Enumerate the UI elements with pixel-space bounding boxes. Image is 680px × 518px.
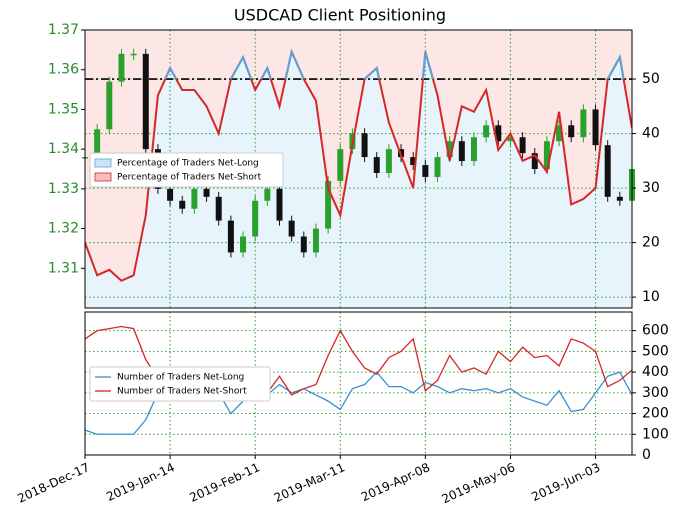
y-tick-label: 1.37: [48, 22, 79, 38]
candle: [422, 165, 429, 177]
y2-tick-label: 10: [642, 289, 660, 305]
candle: [203, 188, 210, 197]
candle: [531, 153, 538, 169]
y-tick-label: 0: [642, 447, 651, 463]
y2-tick-label: 20: [642, 235, 660, 251]
panel-frame: [84, 311, 633, 456]
legend-label: Percentage of Traders Net-Long: [117, 159, 259, 169]
candle: [556, 125, 563, 142]
candle: [276, 188, 283, 221]
candle: [458, 141, 465, 162]
y-tick-label: 1.31: [48, 260, 79, 276]
legend-label: Number of Traders Net-Long: [117, 373, 244, 383]
candle: [446, 141, 453, 158]
candle: [507, 137, 514, 142]
candle: [264, 188, 271, 201]
candle: [470, 137, 477, 162]
candle: [337, 149, 344, 181]
candle: [227, 220, 234, 253]
candle: [118, 53, 125, 82]
candle: [130, 53, 137, 56]
legend-box: [89, 366, 271, 402]
candle: [410, 157, 417, 166]
legend-swatch: [94, 158, 112, 168]
legend-box: [89, 152, 284, 188]
y-tick-label: 600: [642, 323, 669, 339]
candle: [519, 137, 526, 154]
candle: [288, 220, 295, 237]
candle: [385, 149, 392, 173]
y2-tick-label: 50: [642, 71, 660, 87]
candle: [604, 145, 611, 197]
legend-swatch: [94, 172, 112, 182]
candle: [240, 236, 247, 253]
net-short-shade: [85, 30, 632, 281]
candle: [616, 196, 623, 201]
y-tick-label: 500: [642, 343, 669, 359]
candle: [179, 200, 186, 209]
candle: [361, 133, 368, 158]
y-tick-label: 1.32: [48, 221, 79, 237]
panel-frame: [84, 29, 633, 309]
candle: [142, 53, 149, 150]
candle: [106, 81, 113, 130]
candle: [325, 180, 332, 229]
chart-title: USDCAD Client Positioning: [234, 6, 446, 25]
y2-tick-label: 40: [642, 126, 660, 142]
candle: [568, 125, 575, 138]
candle: [167, 188, 174, 201]
candle: [300, 236, 307, 253]
candle: [483, 125, 490, 138]
candle: [495, 125, 502, 142]
y-tick-label: 300: [642, 385, 669, 401]
candle: [252, 200, 259, 237]
net-long-shade: [85, 51, 632, 308]
candle: [434, 157, 441, 177]
candle: [543, 141, 550, 169]
y-tick-label: 1.36: [48, 62, 79, 78]
y-tick-label: 1.33: [48, 181, 79, 197]
candle: [592, 109, 599, 146]
y-tick-label: 400: [642, 364, 669, 380]
y-tick-label: 1.35: [48, 101, 79, 117]
y-tick-label: 200: [642, 406, 669, 422]
legend-label: Percentage of Traders Net-Short: [117, 173, 262, 183]
y-tick-label: 100: [642, 426, 669, 442]
candle: [312, 228, 319, 253]
candle: [191, 188, 198, 209]
candle: [373, 157, 380, 173]
candle: [94, 129, 101, 158]
legend-label: Number of Traders Net-Short: [117, 387, 247, 397]
y-tick-label: 1.34: [48, 141, 79, 157]
candle: [215, 196, 222, 221]
y2-tick-label: 30: [642, 180, 660, 196]
candle: [580, 109, 587, 138]
